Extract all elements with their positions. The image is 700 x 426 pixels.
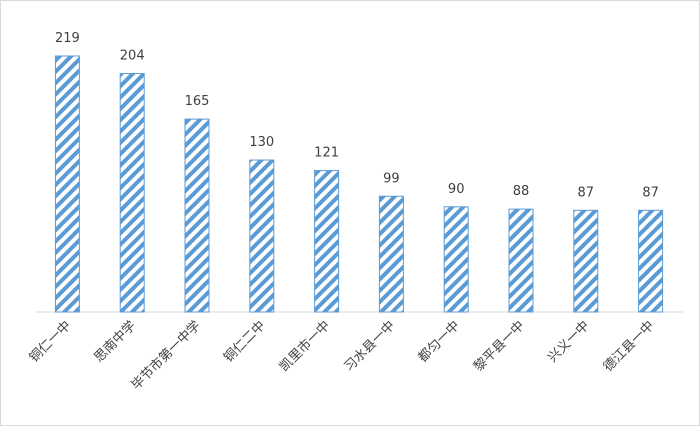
data-label: 99 xyxy=(383,171,400,186)
data-label: 90 xyxy=(448,182,465,197)
bar xyxy=(573,209,599,313)
bar xyxy=(54,55,80,313)
bar xyxy=(249,159,275,313)
bar xyxy=(378,195,404,313)
data-label: 88 xyxy=(513,184,530,199)
bar xyxy=(508,208,534,313)
bar xyxy=(638,209,664,313)
data-label: 165 xyxy=(185,94,210,109)
data-label: 121 xyxy=(314,146,339,161)
data-label: 219 xyxy=(55,31,80,46)
data-label: 87 xyxy=(578,185,595,200)
bar xyxy=(443,206,469,313)
data-label: 87 xyxy=(642,185,659,200)
data-label: 204 xyxy=(120,49,145,64)
bar xyxy=(119,73,145,313)
data-label: 130 xyxy=(249,135,274,150)
bar xyxy=(184,118,210,313)
bar xyxy=(314,170,340,313)
